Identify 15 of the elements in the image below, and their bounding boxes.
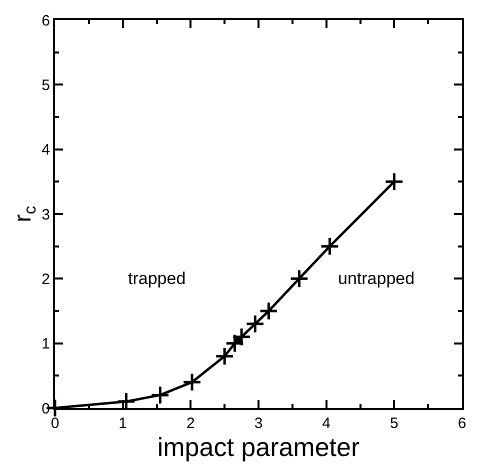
y-tick-label: 2 [42, 270, 50, 288]
y-tick-label: 3 [42, 206, 50, 224]
x-tick-label: 6 [458, 415, 466, 432]
y-tick-label: 6 [42, 12, 50, 30]
x-tick-label: 5 [390, 415, 398, 432]
x-tick-label: 2 [186, 415, 195, 432]
annotation: trapped [128, 269, 186, 288]
x-axis-title: impact parameter [157, 432, 360, 462]
y-tick-label: 1 [42, 336, 50, 353]
annotation: untrapped [338, 269, 415, 288]
x-tick-label: 4 [322, 415, 330, 432]
x-tick-label: 3 [254, 415, 263, 432]
x-tick-label: 1 [118, 415, 127, 432]
y-tick-label: 4 [42, 142, 50, 159]
y-tick-label: 5 [42, 76, 50, 94]
